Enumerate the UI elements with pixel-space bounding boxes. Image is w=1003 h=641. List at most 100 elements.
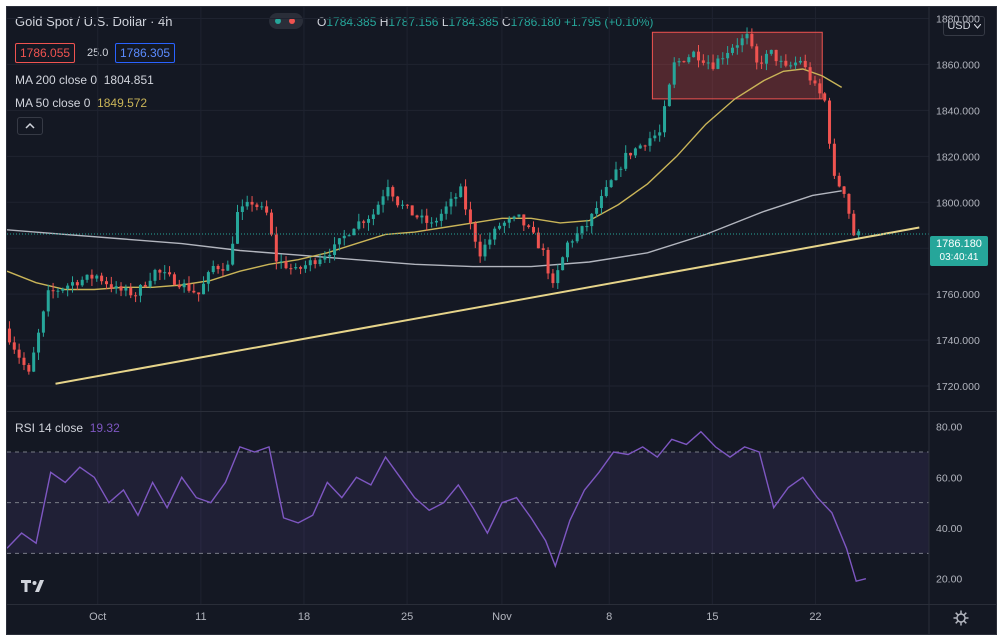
candle[interactable]	[692, 50, 696, 58]
candle[interactable]	[71, 276, 75, 293]
candle[interactable]	[687, 54, 691, 64]
candle[interactable]	[337, 238, 341, 251]
candle[interactable]	[46, 284, 50, 317]
candle[interactable]	[284, 256, 288, 270]
candle[interactable]	[163, 265, 167, 280]
candle[interactable]	[342, 229, 346, 246]
candle[interactable]	[740, 34, 744, 53]
candle[interactable]	[619, 166, 623, 177]
candle[interactable]	[420, 209, 424, 224]
rsi-legend[interactable]: RSI 14 close 19.32	[15, 421, 120, 435]
symbol-title[interactable]: Gold Spot / U.S. Dollar · 4h	[15, 14, 173, 29]
candle[interactable]	[755, 43, 759, 70]
ma50-legend[interactable]: MA 50 close 0 1849.572	[15, 96, 148, 110]
candle[interactable]	[12, 336, 16, 354]
candle[interactable]	[313, 257, 317, 269]
candle[interactable]	[129, 283, 133, 299]
buy-price-button[interactable]: 1786.305	[115, 43, 176, 63]
candle[interactable]	[245, 195, 249, 210]
candle[interactable]	[823, 92, 827, 103]
candle[interactable]	[148, 272, 152, 289]
candle[interactable]	[410, 205, 414, 216]
candle[interactable]	[672, 57, 676, 89]
candle[interactable]	[104, 276, 108, 290]
candle[interactable]	[735, 38, 739, 55]
candle[interactable]	[240, 199, 244, 220]
candle[interactable]	[318, 253, 322, 267]
candle[interactable]	[551, 269, 555, 288]
candle[interactable]	[696, 44, 701, 68]
candle[interactable]	[439, 209, 443, 227]
candle[interactable]	[328, 248, 332, 263]
candle[interactable]	[857, 229, 861, 238]
candle[interactable]	[464, 179, 468, 216]
candle[interactable]	[590, 212, 594, 234]
candle[interactable]	[61, 287, 65, 294]
candle[interactable]	[357, 213, 361, 231]
candle[interactable]	[561, 256, 565, 271]
candle[interactable]	[333, 237, 337, 261]
candle[interactable]	[231, 236, 235, 266]
candle[interactable]	[760, 55, 764, 69]
candle[interactable]	[847, 193, 851, 219]
candle[interactable]	[80, 276, 84, 287]
candle[interactable]	[638, 143, 642, 149]
candle[interactable]	[565, 240, 569, 262]
candle[interactable]	[808, 62, 812, 85]
candle[interactable]	[260, 201, 264, 210]
candle[interactable]	[308, 257, 312, 272]
candle[interactable]	[609, 178, 613, 189]
candle[interactable]	[294, 263, 298, 270]
candle[interactable]	[172, 272, 176, 286]
candle[interactable]	[371, 209, 375, 226]
candle[interactable]	[682, 60, 686, 63]
candle[interactable]	[459, 183, 463, 198]
candle[interactable]	[774, 49, 778, 66]
candle[interactable]	[265, 200, 269, 216]
candle[interactable]	[376, 201, 380, 215]
candle[interactable]	[138, 284, 142, 303]
candle[interactable]	[701, 54, 705, 66]
candle[interactable]	[41, 310, 45, 337]
candle[interactable]	[434, 217, 438, 227]
candle[interactable]	[541, 243, 545, 256]
candle[interactable]	[798, 56, 802, 65]
candle[interactable]	[493, 226, 497, 246]
candle[interactable]	[478, 234, 482, 263]
candle[interactable]	[667, 83, 671, 107]
candle[interactable]	[51, 282, 55, 299]
candle[interactable]	[624, 145, 628, 172]
candle[interactable]	[279, 254, 283, 269]
candle[interactable]	[119, 282, 123, 297]
candle[interactable]	[536, 227, 540, 249]
market-status-icons[interactable]	[269, 13, 303, 29]
candle[interactable]	[585, 219, 589, 232]
candle[interactable]	[653, 129, 657, 142]
candle[interactable]	[828, 97, 832, 149]
candle[interactable]	[381, 189, 385, 213]
candle[interactable]	[604, 180, 608, 198]
candle[interactable]	[789, 61, 793, 69]
candle[interactable]	[813, 75, 817, 86]
candle[interactable]	[90, 269, 94, 287]
candle[interactable]	[507, 216, 511, 229]
candle[interactable]	[473, 221, 477, 249]
candle[interactable]	[235, 204, 240, 245]
candle[interactable]	[202, 276, 206, 295]
candle[interactable]	[250, 196, 254, 212]
candle[interactable]	[415, 214, 419, 220]
candle[interactable]	[794, 56, 798, 70]
ma50-line[interactable]	[7, 68, 843, 291]
candle[interactable]	[177, 279, 181, 290]
candle[interactable]	[764, 50, 768, 71]
ma200-line[interactable]	[7, 190, 842, 268]
candle[interactable]	[95, 274, 99, 282]
candle[interactable]	[134, 292, 138, 303]
candle[interactable]	[663, 100, 667, 138]
candle[interactable]	[153, 268, 157, 285]
candle[interactable]	[512, 215, 516, 222]
candle[interactable]	[837, 172, 841, 188]
candle[interactable]	[197, 292, 201, 302]
candle[interactable]	[100, 272, 104, 285]
candle[interactable]	[143, 281, 147, 288]
